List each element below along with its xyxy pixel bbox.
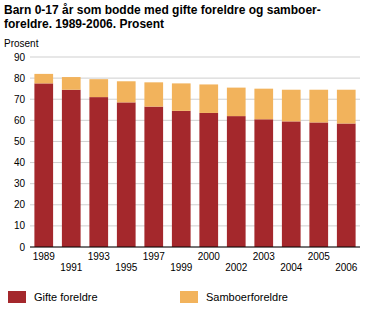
x-tick-label: 2000: [198, 251, 221, 262]
bar: [254, 119, 273, 247]
bar: [172, 83, 191, 110]
bar: [144, 82, 163, 106]
grid-line: [30, 57, 360, 58]
y-tick-label: 0: [19, 242, 25, 253]
x-tick-label: 2003: [253, 251, 276, 262]
x-tick-label: 1997: [143, 251, 166, 262]
bar: [62, 77, 81, 90]
x-tick-label: 1991: [60, 262, 83, 273]
bar: [199, 84, 218, 113]
bar: [34, 74, 53, 84]
bar: [337, 90, 356, 124]
y-tick-label: 80: [14, 73, 26, 84]
legend-label: Samboerforeldre: [206, 291, 288, 303]
legend-label: Gifte foreldre: [34, 291, 98, 303]
legend-swatch: [180, 291, 198, 303]
y-tick-label: 60: [14, 115, 26, 126]
bar: [199, 113, 218, 247]
x-tick-label: 2002: [225, 262, 248, 273]
x-tick-label: 2006: [335, 262, 358, 273]
bar: [89, 97, 108, 247]
bar: [309, 90, 328, 123]
x-tick-label: 1993: [88, 251, 111, 262]
x-tick-label: 1995: [115, 262, 138, 273]
y-axis-label: Prosent: [4, 38, 39, 49]
x-tick-label: 1989: [33, 251, 56, 262]
bar: [282, 90, 301, 122]
y-tick-label: 70: [14, 94, 26, 105]
bar: [89, 79, 108, 97]
bar: [144, 107, 163, 247]
y-tick-label: 40: [14, 157, 26, 168]
bar: [309, 122, 328, 247]
x-tick-label: 2005: [308, 251, 331, 262]
bar: [254, 89, 273, 120]
grid-line: [30, 247, 360, 248]
bar: [172, 111, 191, 247]
bar: [34, 83, 53, 247]
bar: [337, 124, 356, 248]
bar: [117, 81, 136, 102]
x-tick-label: 1999: [170, 262, 193, 273]
x-axis: [30, 247, 360, 248]
y-tick-label: 90: [14, 52, 26, 63]
y-tick-label: 20: [14, 199, 26, 210]
title: Barn 0-17 år som bodde med gifte foreldr…: [4, 3, 321, 31]
y-tick-label: 50: [14, 136, 26, 147]
x-tick-label: 2004: [280, 262, 303, 273]
y-tick-label: 10: [14, 220, 26, 231]
y-tick-label: 30: [14, 178, 26, 189]
bar: [227, 116, 246, 247]
legend-swatch: [8, 291, 26, 303]
bar: [117, 102, 136, 247]
bar: [62, 90, 81, 247]
bar: [282, 121, 301, 247]
bar: [227, 88, 246, 117]
